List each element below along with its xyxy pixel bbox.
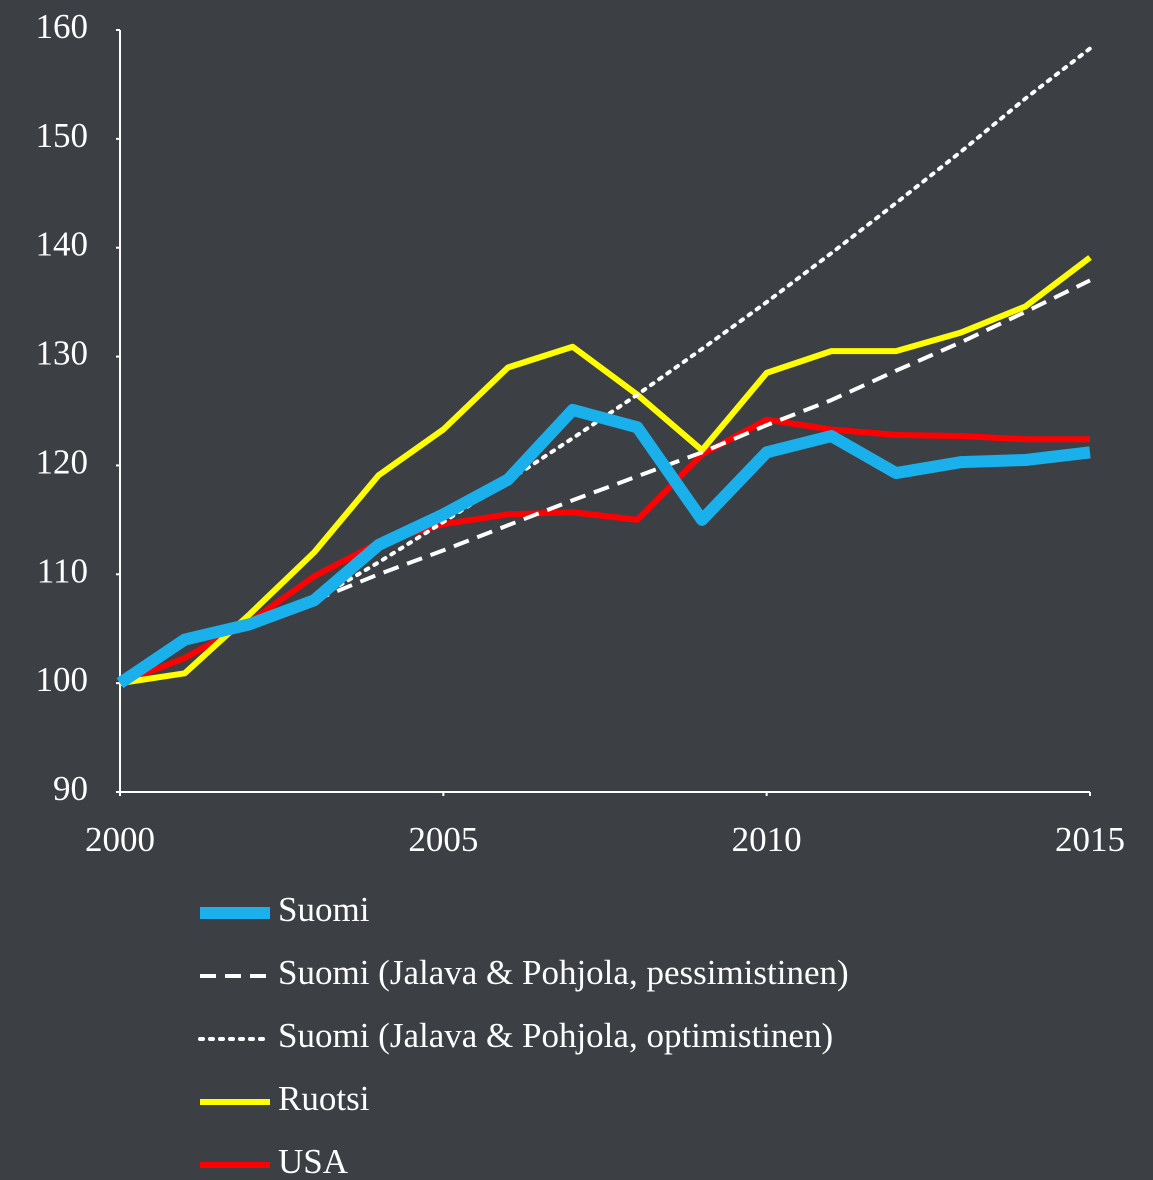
legend-label: Suomi: [278, 890, 370, 929]
legend-label: Suomi (Jalava & Pohjola, pessimistinen): [278, 953, 849, 992]
y-tick-label: 90: [53, 769, 88, 808]
series-line: [312, 46, 1092, 603]
legend-label: Suomi (Jalava & Pohjola, optimistinen): [278, 1016, 833, 1055]
y-tick-label: 120: [36, 442, 89, 481]
y-tick-label: 100: [36, 660, 89, 699]
x-tick-label: 2005: [408, 820, 478, 859]
y-tick-label: 140: [36, 225, 89, 264]
y-tick-label: 130: [36, 334, 89, 373]
x-tick-label: 2015: [1055, 820, 1125, 859]
x-tick-label: 2000: [85, 820, 155, 859]
x-tick-label: 2010: [732, 820, 802, 859]
legend-label: Ruotsi: [278, 1079, 370, 1118]
series-line: [313, 278, 1091, 603]
y-tick-label: 150: [36, 116, 89, 155]
series-line: [119, 255, 1092, 687]
series-line: [118, 416, 1090, 686]
series-line: [116, 403, 1091, 689]
y-tick-label: 110: [37, 551, 88, 590]
y-tick-label: 160: [36, 7, 89, 46]
legend-label: USA: [278, 1142, 349, 1180]
